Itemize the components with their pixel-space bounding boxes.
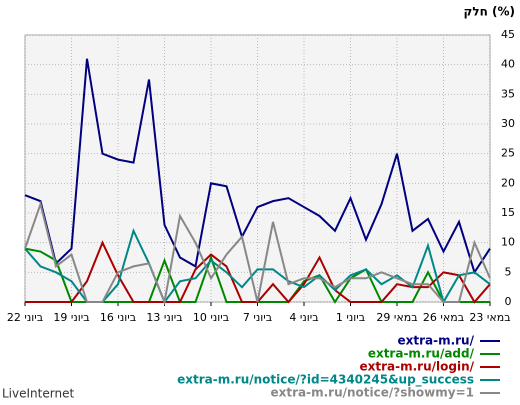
y-tick-label: 15 (501, 206, 515, 219)
x-tick-label: 1 ביוני (336, 311, 365, 324)
y-tick-label: 5 (505, 265, 512, 278)
series-line (24, 200, 491, 306)
legend-label: extra-m.ru/ (397, 334, 474, 348)
y-tick-label: 30 (501, 117, 515, 130)
series-line (24, 58, 491, 275)
x-tick-label: 4 ביוני (289, 311, 318, 324)
x-tick-label: 26 במאי (423, 311, 464, 324)
legend-label: extra-m.ru/notice/?showmy=1 (271, 386, 475, 400)
x-tick-label: 19 ביוני (53, 311, 89, 324)
y-tick-label: 20 (501, 176, 515, 189)
x-tick-label: 10 ביוני (193, 311, 229, 324)
legend-label: extra-m.ru/add/ (368, 347, 475, 361)
x-tick-label: 22 ביוני (7, 311, 43, 324)
legend-label: extra-m.ru/notice/?id=4340245&up_success (177, 373, 474, 388)
x-tick-label: 16 ביוני (100, 311, 136, 324)
footer: LiveInternet (2, 387, 74, 401)
legend-label: extra-m.ru/login/ (359, 360, 474, 374)
x-tick-label: 23 במאי (469, 311, 510, 324)
x-tick-label: 7 ביוני (243, 311, 272, 324)
x-tick-label: 13 ביוני (146, 311, 182, 324)
x-tick-label: 29 במאי (376, 311, 417, 324)
y-tick-label: 45 (501, 28, 515, 41)
y-tick-label: 35 (501, 87, 515, 100)
y-tick-label: 25 (501, 147, 515, 160)
y-tick-label: 40 (501, 58, 515, 71)
chart-title: חלק (%) (463, 5, 515, 19)
y-tick-label: 0 (505, 295, 512, 308)
y-tick-label: 10 (501, 236, 515, 249)
